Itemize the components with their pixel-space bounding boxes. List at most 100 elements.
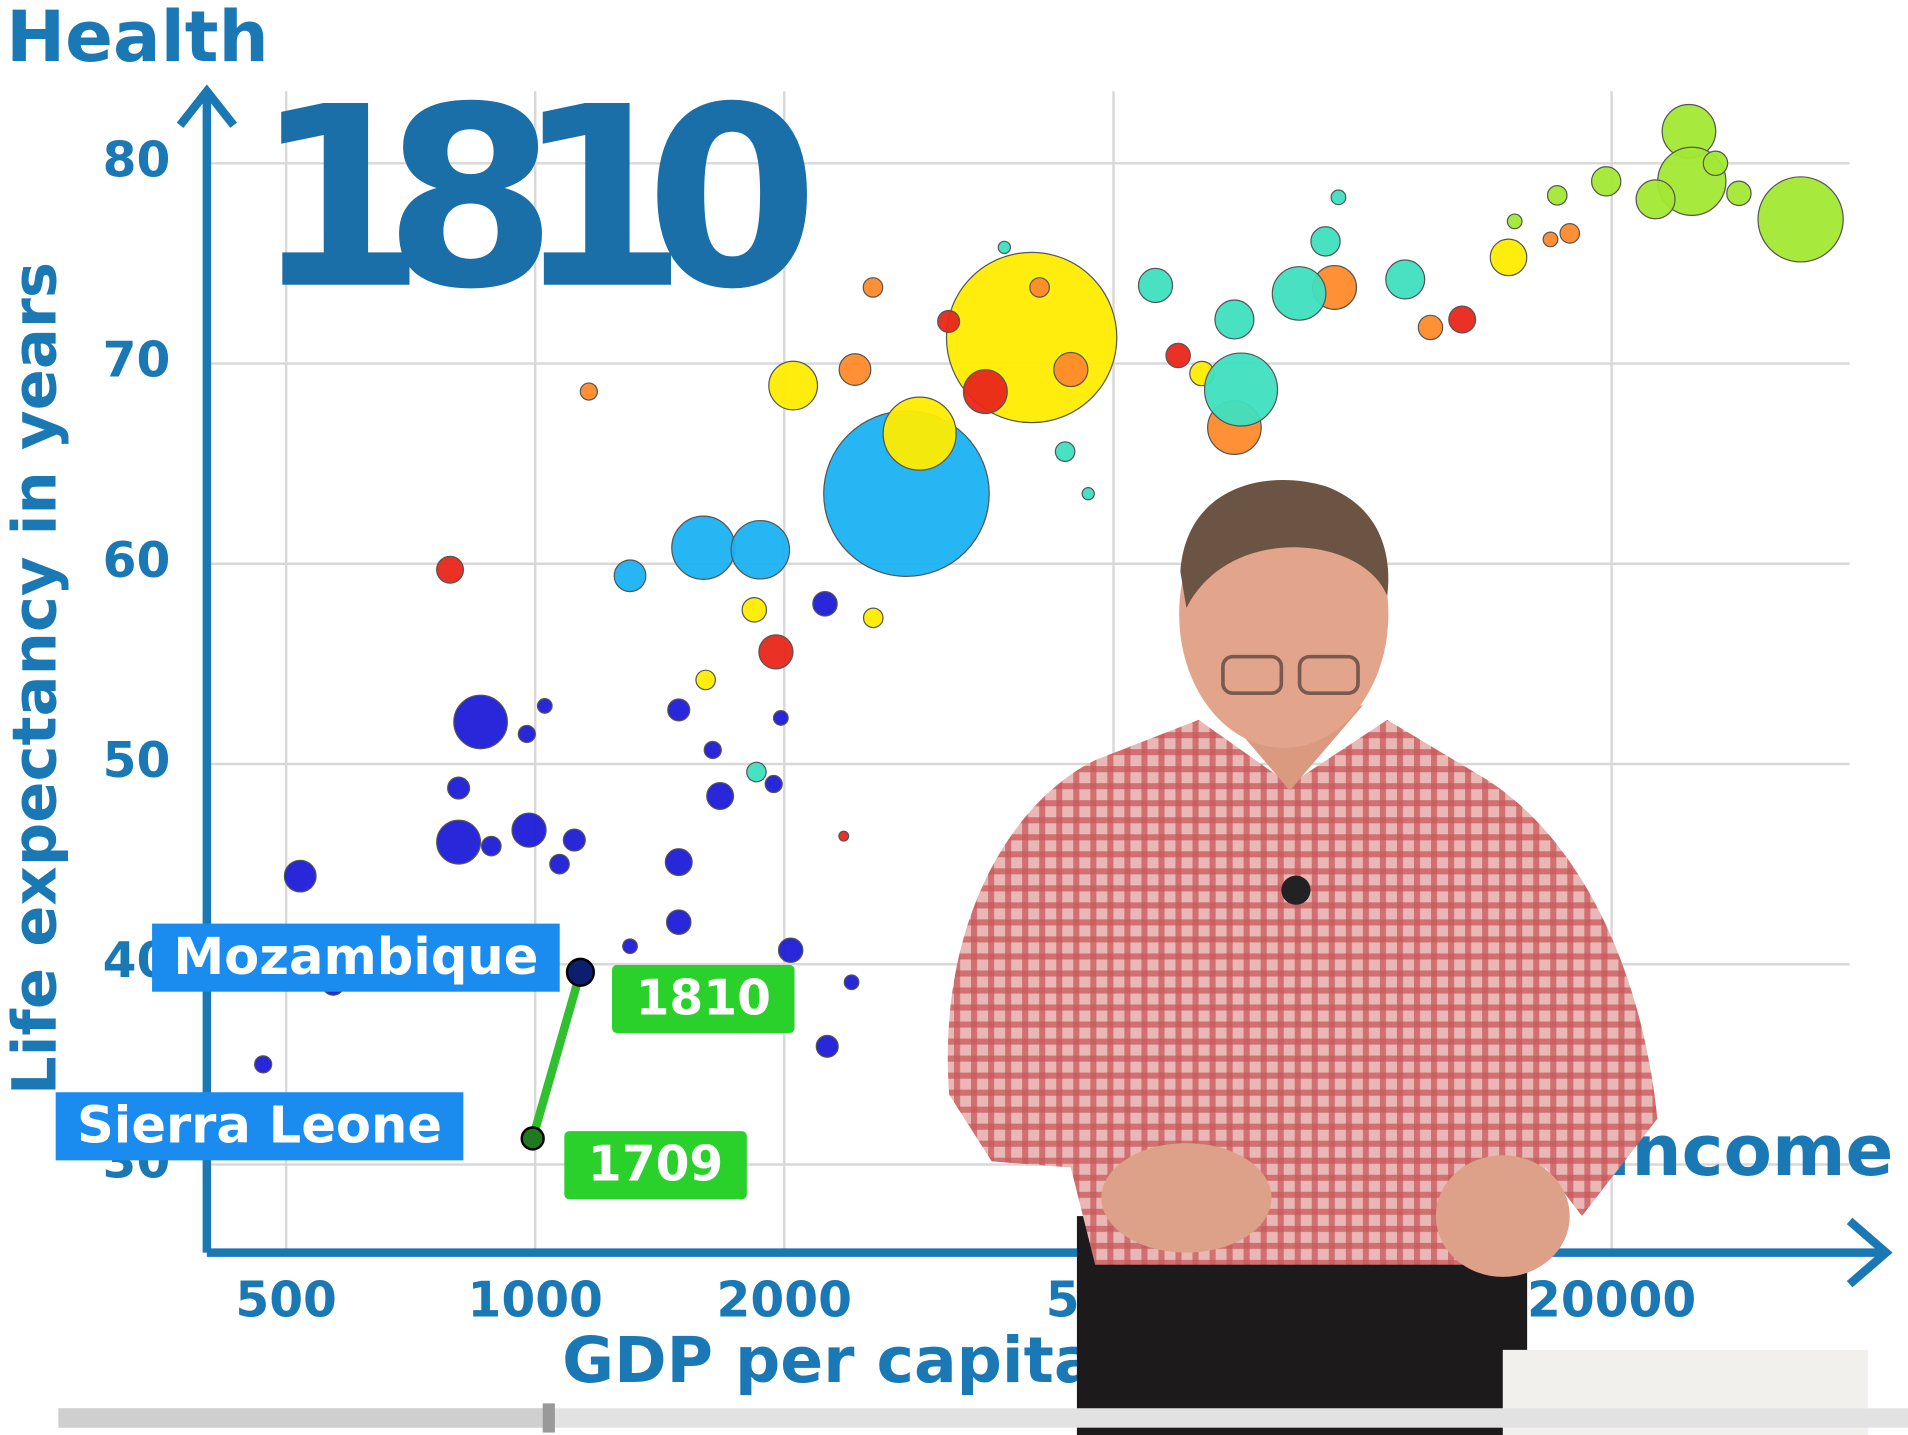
bubble xyxy=(1417,314,1444,341)
bubble xyxy=(1559,223,1581,244)
bubble xyxy=(665,909,692,935)
bubble xyxy=(695,669,717,691)
country-label: Mozambique xyxy=(173,928,538,987)
bubble xyxy=(812,591,838,617)
bubble xyxy=(838,353,872,386)
bubble xyxy=(746,761,767,783)
bubble xyxy=(1330,189,1347,206)
bubble xyxy=(622,938,638,955)
bubble xyxy=(706,782,735,811)
bubble xyxy=(1310,226,1341,257)
hand xyxy=(1101,1143,1272,1253)
glasses xyxy=(1297,654,1360,696)
bubble xyxy=(436,555,465,584)
bubble xyxy=(1203,352,1279,427)
y-tick-label: 50 xyxy=(103,733,171,789)
bubble xyxy=(1591,166,1622,197)
trail-line xyxy=(528,967,585,1143)
hair xyxy=(1180,480,1389,609)
country-label-box xyxy=(152,923,560,992)
country-label-box xyxy=(55,1092,464,1161)
bubble xyxy=(815,1034,839,1058)
y-axis-title: Life expectancy in years xyxy=(1,262,71,1095)
bubble xyxy=(562,828,586,852)
bubble xyxy=(254,1055,273,1074)
bubble xyxy=(758,634,794,670)
bubble xyxy=(283,859,317,893)
bubble xyxy=(1054,441,1076,462)
bubble xyxy=(1506,213,1523,230)
bubble xyxy=(613,559,647,593)
trail-label-box xyxy=(612,964,795,1034)
bubble xyxy=(453,694,508,750)
bubble xyxy=(997,240,1012,255)
trail-label: 1709 xyxy=(588,1137,723,1193)
bubble xyxy=(843,974,860,991)
scrollbar-thumb[interactable] xyxy=(542,1403,555,1433)
bubble xyxy=(882,396,957,471)
bubble xyxy=(1726,180,1752,207)
bubble xyxy=(447,776,471,800)
bubble xyxy=(1757,176,1844,263)
bubble xyxy=(1214,299,1255,340)
bubble xyxy=(480,835,502,857)
bubble xyxy=(703,740,722,760)
trail-label: 1810 xyxy=(636,970,771,1026)
y-tick-label: 60 xyxy=(103,533,171,589)
bubble xyxy=(777,937,804,963)
bubble xyxy=(1635,179,1676,220)
y-tick-label: 80 xyxy=(103,132,171,188)
country-label: Sierra Leone xyxy=(77,1097,442,1156)
bubble xyxy=(772,710,789,726)
scrollbar-progress xyxy=(58,1408,546,1428)
x-axis xyxy=(206,1217,1893,1288)
bubble xyxy=(579,382,598,401)
year-label: 1810 xyxy=(253,54,819,344)
bubble xyxy=(1542,231,1559,248)
microphone xyxy=(1281,875,1311,905)
bubble xyxy=(768,360,819,411)
highlight-bubble xyxy=(520,1126,545,1151)
bubble xyxy=(962,369,1008,415)
bubble xyxy=(741,597,768,623)
glasses xyxy=(1221,654,1284,696)
bubble xyxy=(1029,277,1050,298)
bubble xyxy=(536,698,553,714)
bubble xyxy=(549,853,570,875)
bubble xyxy=(764,774,783,794)
bubble xyxy=(1137,267,1174,304)
bubble xyxy=(517,724,536,744)
bubble xyxy=(1165,342,1191,369)
chart-title: Health xyxy=(6,0,269,78)
bubble xyxy=(937,309,961,334)
trail-label-box xyxy=(564,1131,747,1200)
bubble xyxy=(511,812,547,848)
bubble xyxy=(671,515,736,580)
bubble xyxy=(1053,351,1089,388)
presenter xyxy=(947,480,1868,1435)
bubble xyxy=(664,848,693,877)
bubble xyxy=(838,830,850,842)
bubble xyxy=(436,819,482,865)
bubble xyxy=(862,607,884,629)
bubble xyxy=(1448,305,1477,334)
bubble xyxy=(1271,266,1327,321)
bubble xyxy=(730,519,791,580)
hand xyxy=(1435,1155,1570,1277)
y-tick-label: 70 xyxy=(103,333,171,389)
bubble xyxy=(1385,259,1426,300)
shirt xyxy=(947,719,1658,1265)
bubble xyxy=(667,698,691,722)
bubble xyxy=(862,277,884,298)
x-tick-label: 20000 xyxy=(1527,1273,1696,1329)
x-tick-label: 1000 xyxy=(467,1273,602,1329)
highlight-bubble xyxy=(565,957,595,987)
bubble xyxy=(1489,238,1528,277)
bubble xyxy=(1081,486,1095,501)
bubble xyxy=(1702,150,1729,177)
chart: Health 1810 Life expectancy in years GDP… xyxy=(1,0,1894,1397)
bubble xyxy=(1546,184,1568,206)
